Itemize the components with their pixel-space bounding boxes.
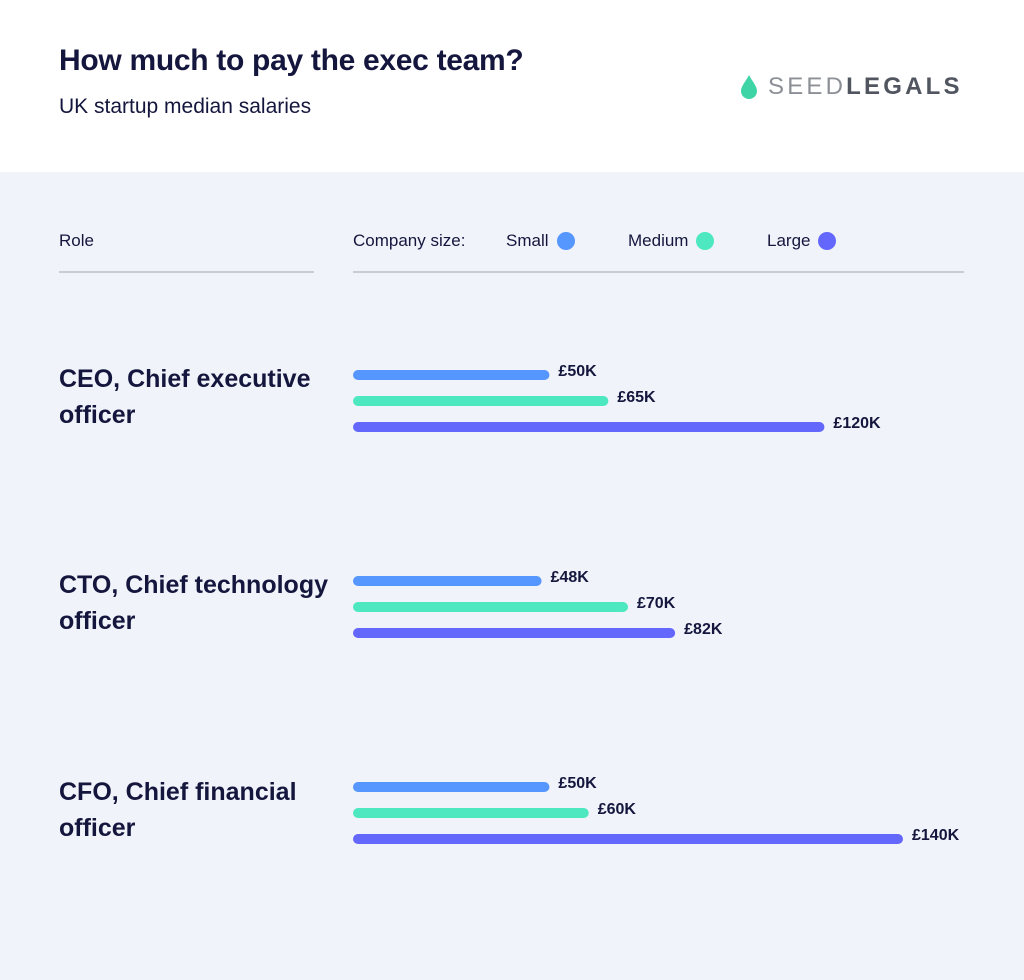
legend-label-large: Large bbox=[767, 231, 811, 250]
bar-ceo-large bbox=[353, 422, 825, 432]
legend-dot-small bbox=[556, 232, 575, 250]
legend-item-small: Small bbox=[506, 231, 575, 251]
legend-label-small: Small bbox=[506, 231, 549, 250]
bar-cto-large bbox=[353, 628, 676, 638]
bar-cfo-medium bbox=[353, 808, 589, 818]
bar-cfo-large bbox=[353, 834, 903, 844]
bar-label-cto-small: £48K bbox=[551, 569, 590, 586]
logo-wordmark: SEEDLEGALS bbox=[768, 73, 963, 101]
bar-cfo-small bbox=[353, 782, 550, 792]
company-size-label: Company size: bbox=[353, 231, 466, 250]
legend-item-large: Large bbox=[767, 231, 837, 251]
legend-dot-large bbox=[818, 232, 837, 250]
logo-seed-text: SEED bbox=[768, 73, 847, 100]
bar-label-cfo-medium: £60K bbox=[598, 801, 637, 818]
role-label-cto: CTO, Chief technology officer bbox=[59, 571, 328, 635]
bar-ceo-small bbox=[353, 370, 550, 380]
bar-label-cto-large: £82K bbox=[684, 621, 723, 638]
legend-label-medium: Medium bbox=[628, 231, 689, 250]
bar-label-ceo-small: £50K bbox=[558, 363, 597, 380]
bar-cto-medium bbox=[353, 602, 628, 612]
role-column-label: Role bbox=[59, 231, 94, 250]
water-drop-icon bbox=[741, 75, 757, 99]
bar-label-ceo-large: £120K bbox=[833, 415, 881, 432]
bar-label-cto-medium: £70K bbox=[637, 595, 676, 612]
chart-subtitle: UK startup median salaries bbox=[59, 95, 312, 118]
legend-item-medium: Medium bbox=[628, 231, 715, 251]
bar-cto-small bbox=[353, 576, 542, 586]
bar-ceo-medium bbox=[353, 396, 609, 406]
role-label-cfo: CFO, Chief financial officer bbox=[59, 778, 297, 842]
chart-title: How much to pay the exec team? bbox=[59, 44, 524, 77]
bar-label-ceo-medium: £65K bbox=[617, 389, 656, 406]
bar-label-cfo-large: £140K bbox=[912, 827, 960, 844]
role-column-rule bbox=[59, 271, 314, 273]
role-label-ceo: CEO, Chief executive officer bbox=[59, 365, 311, 429]
seedlegals-logo: SEEDLEGALS bbox=[740, 72, 963, 102]
header: How much to pay the exec team? UK startu… bbox=[0, 0, 1024, 172]
bar-label-cfo-small: £50K bbox=[558, 775, 597, 792]
legend-dot-medium bbox=[696, 232, 715, 250]
logo-legals-text: LEGALS bbox=[846, 73, 963, 100]
legend-rule bbox=[353, 271, 964, 273]
